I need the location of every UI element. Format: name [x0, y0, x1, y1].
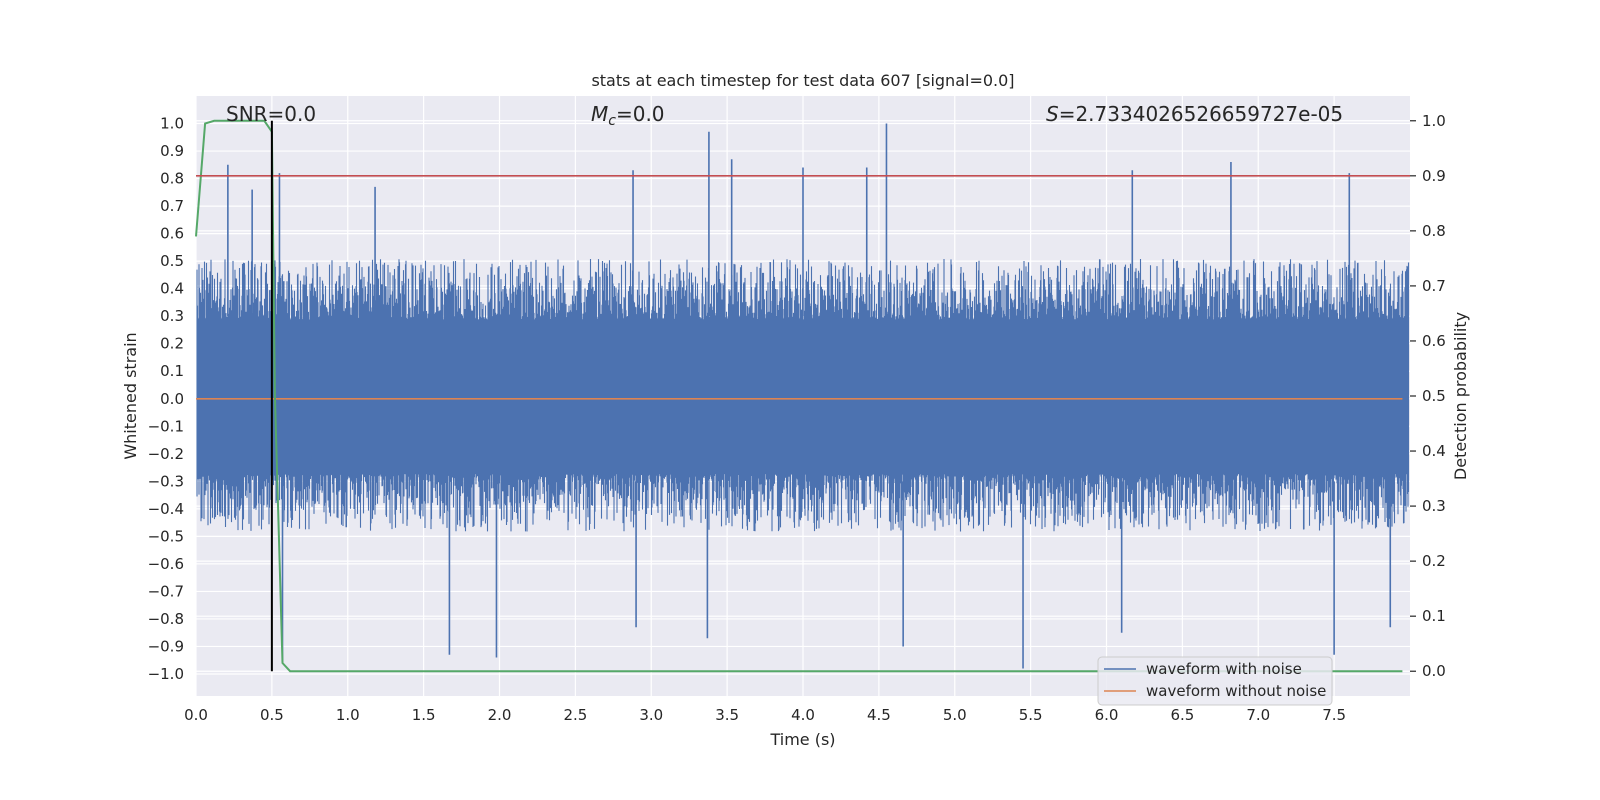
y-axis-right-label: Detection probability — [1451, 312, 1470, 480]
y-right-tick-label: 0.1 — [1422, 607, 1446, 625]
x-tick-label: 5.0 — [943, 706, 967, 724]
x-tick-label: 3.5 — [715, 706, 739, 724]
y-left-tick-label: 0.6 — [160, 225, 184, 243]
x-axis: 0.0 0.5 1.0 1.5 2.0 2.5 3.0 3.5 4.0 4.5 5.0 5.5 6.0 6… — [184, 706, 1346, 724]
x-tick-label: 6.5 — [1170, 706, 1194, 724]
mc-subscript: c — [608, 113, 616, 129]
y-right-tick-label: 0.7 — [1422, 277, 1446, 295]
mc-symbol: M — [591, 102, 608, 126]
x-axis-label: Time (s) — [769, 730, 835, 749]
y-right-tick-label: 0.6 — [1422, 332, 1446, 350]
x-tick-label: 0.0 — [184, 706, 208, 724]
y-right-tick-label: 0.3 — [1422, 497, 1446, 515]
legend-box — [1097, 656, 1333, 706]
y-left-tick-label: 0.5 — [160, 252, 184, 270]
annotation-score: S=2.7334026526659727e-05 — [1046, 102, 1343, 126]
y-right-tick-label: 0.4 — [1422, 442, 1446, 460]
annotation-snr: SNR=0.0 — [226, 102, 316, 126]
x-tick-label: 4.5 — [867, 706, 891, 724]
x-tick-label: 4.0 — [791, 706, 815, 724]
y-left-tick-label: −0.5 — [148, 527, 184, 545]
x-tick-label: 3.0 — [639, 706, 663, 724]
x-tick-label: 1.0 — [336, 706, 360, 724]
y-left-tick-label: 0.7 — [160, 197, 184, 215]
y-left-tick-label: 0.4 — [160, 280, 184, 298]
y-left-tick-label: −0.8 — [148, 610, 184, 628]
x-tick-label: 7.5 — [1322, 706, 1346, 724]
y-left-tick-label: 0.1 — [160, 362, 184, 380]
x-tick-label: 2.0 — [488, 706, 512, 724]
annotation-chirp-mass: Mc=0.0 — [591, 102, 665, 129]
x-tick-label: 6.0 — [1095, 706, 1119, 724]
x-tick-label: 2.5 — [563, 706, 587, 724]
y-right-tick-label: 0.5 — [1422, 387, 1446, 405]
y-left-tick-label: 0.8 — [160, 170, 184, 188]
y-left-tick-label: 1.0 — [160, 115, 184, 133]
y-left-tick-label: −0.1 — [148, 417, 184, 435]
y-right-tick-label: 0.9 — [1422, 167, 1446, 185]
chart-title: stats at each timestep for test data 607… — [591, 71, 1014, 90]
x-tick-label: 1.5 — [412, 706, 436, 724]
y-left-tick-label: −0.2 — [148, 445, 184, 463]
mc-value: =0.0 — [616, 102, 665, 126]
legend-label-noise: waveform with noise — [1146, 660, 1302, 678]
y-left-tick-label: −0.4 — [148, 500, 184, 518]
y-left-tick-label: 0.9 — [160, 142, 184, 160]
s-symbol: S — [1046, 102, 1059, 126]
y-right-tick-label: 0.2 — [1422, 552, 1446, 570]
right-axis: 1.0 0.9 0.8 0.7 0.6 0.5 0.4 0.3 0.2 0.1 0.0 — [1410, 112, 1446, 680]
legend: waveform with noise waveform without noi… — [1097, 656, 1333, 706]
x-tick-label: 7.0 — [1246, 706, 1270, 724]
s-value: =2.7334026526659727e-05 — [1059, 102, 1343, 126]
x-tick-label: 5.5 — [1019, 706, 1043, 724]
y-left-tick-label: −0.7 — [148, 582, 184, 600]
y-left-tick-label: 0.3 — [160, 307, 184, 325]
y-left-tick-label: −0.3 — [148, 472, 184, 490]
y-left-tick-label: 0.2 — [160, 335, 184, 353]
y-axis-left-label: Whitened strain — [121, 332, 140, 459]
y-left-tick-label: −1.0 — [148, 665, 184, 683]
left-axis: 1.0 0.9 0.8 0.7 0.6 0.5 0.4 0.3 0.2 0.1 0.0 −0.1 −0.… — [148, 115, 184, 683]
y-right-tick-label: 0.0 — [1422, 662, 1446, 680]
y-right-tick-label: 1.0 — [1422, 112, 1446, 130]
y-right-tick-label: 0.8 — [1422, 222, 1446, 240]
y-left-tick-label: −0.6 — [148, 555, 184, 573]
x-tick-label: 0.5 — [260, 706, 284, 724]
y-left-tick-label: 0.0 — [160, 390, 184, 408]
legend-label-clean: waveform without noise — [1146, 682, 1326, 700]
y-left-tick-label: −0.9 — [148, 637, 184, 655]
